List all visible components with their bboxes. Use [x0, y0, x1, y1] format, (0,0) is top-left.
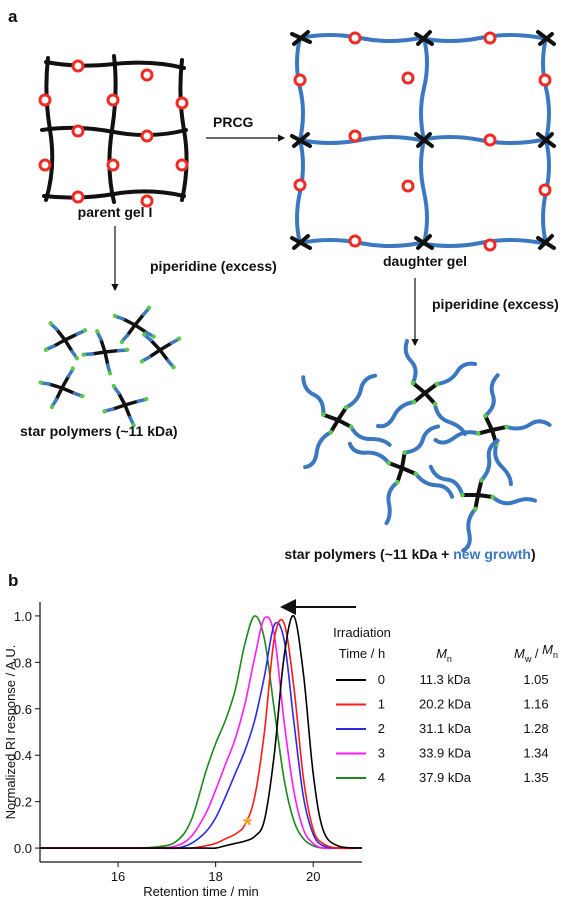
prcg-label: PRCG	[213, 114, 254, 130]
dispersity-value: 1.16	[523, 697, 548, 712]
header-symbol: /	[531, 646, 542, 661]
panel-label: a	[8, 7, 18, 26]
label-part: )	[531, 546, 536, 562]
piperidine-right: piperidine (excess)	[432, 296, 559, 312]
daughter-gel	[292, 32, 554, 250]
series-line	[40, 616, 362, 849]
series-line	[40, 622, 362, 848]
parent-gel-label: parent gel I	[78, 204, 153, 220]
daughter-gel-label: daughter gel	[383, 253, 467, 269]
star	[79, 328, 130, 377]
panel-label: b	[8, 571, 18, 590]
label-part: star polymers (~11 kDa +	[284, 546, 453, 562]
column-header: Mn	[436, 646, 452, 664]
star	[409, 423, 543, 557]
star-right-label: star polymers (~11 kDa + new growth)	[284, 546, 535, 562]
y-axis-label: Normalized RI response / A.U.	[3, 645, 18, 820]
mn-value: 20.2 kDa	[419, 697, 472, 712]
parent-gel	[40, 56, 187, 206]
label-highlight: new growth	[453, 546, 531, 562]
grown-stars	[276, 341, 559, 557]
series-line	[40, 617, 362, 849]
header-subscript: n	[447, 654, 452, 664]
star-left-label: star polymers (~11 kDa)	[20, 423, 178, 439]
y-tick-label: 1.0	[14, 609, 32, 624]
legend-title: Irradiation	[333, 625, 391, 640]
y-tick-label: 0.0	[14, 841, 32, 856]
header-symbol: M	[436, 646, 447, 661]
star	[343, 401, 472, 532]
series-line	[40, 616, 362, 848]
x-tick-label: 18	[208, 869, 222, 884]
header-symbol: M	[514, 646, 525, 661]
star	[378, 341, 475, 434]
piperidine-left: piperidine (excess)	[150, 258, 277, 274]
dispersity-value: 1.35	[523, 770, 548, 785]
dispersity-value: 1.05	[523, 672, 548, 687]
star	[38, 365, 88, 413]
figure: a parent gel I PRCG daughter gel piperid…	[0, 0, 582, 900]
star	[43, 321, 88, 362]
star	[432, 363, 559, 488]
mn-value: 33.9 kDa	[419, 746, 472, 761]
header-subscript: n	[553, 650, 558, 660]
legend-label: 2	[378, 721, 385, 736]
annotation: *	[243, 813, 252, 838]
series-line	[40, 620, 362, 849]
header-symbol: M	[542, 642, 553, 657]
legend-label: 1	[378, 697, 385, 712]
dispersity-value: 1.34	[523, 746, 548, 761]
legend-label: 0	[378, 672, 385, 687]
small-stars	[38, 304, 182, 429]
legend-label: 4	[378, 770, 385, 785]
legend-label: 3	[378, 746, 385, 761]
mn-value: 11.3 kDa	[419, 672, 471, 687]
x-tick-label: 16	[111, 869, 125, 884]
column-header: Mw / Mn	[514, 642, 558, 664]
star	[139, 332, 181, 370]
mn-value: 31.1 kDa	[419, 721, 472, 736]
x-tick-label: 20	[306, 869, 320, 884]
legend-title: Time / h	[339, 646, 385, 661]
x-axis-label: Retention time / min	[143, 884, 259, 899]
dispersity-value: 1.28	[523, 721, 548, 736]
mn-value: 37.9 kDa	[419, 770, 472, 785]
